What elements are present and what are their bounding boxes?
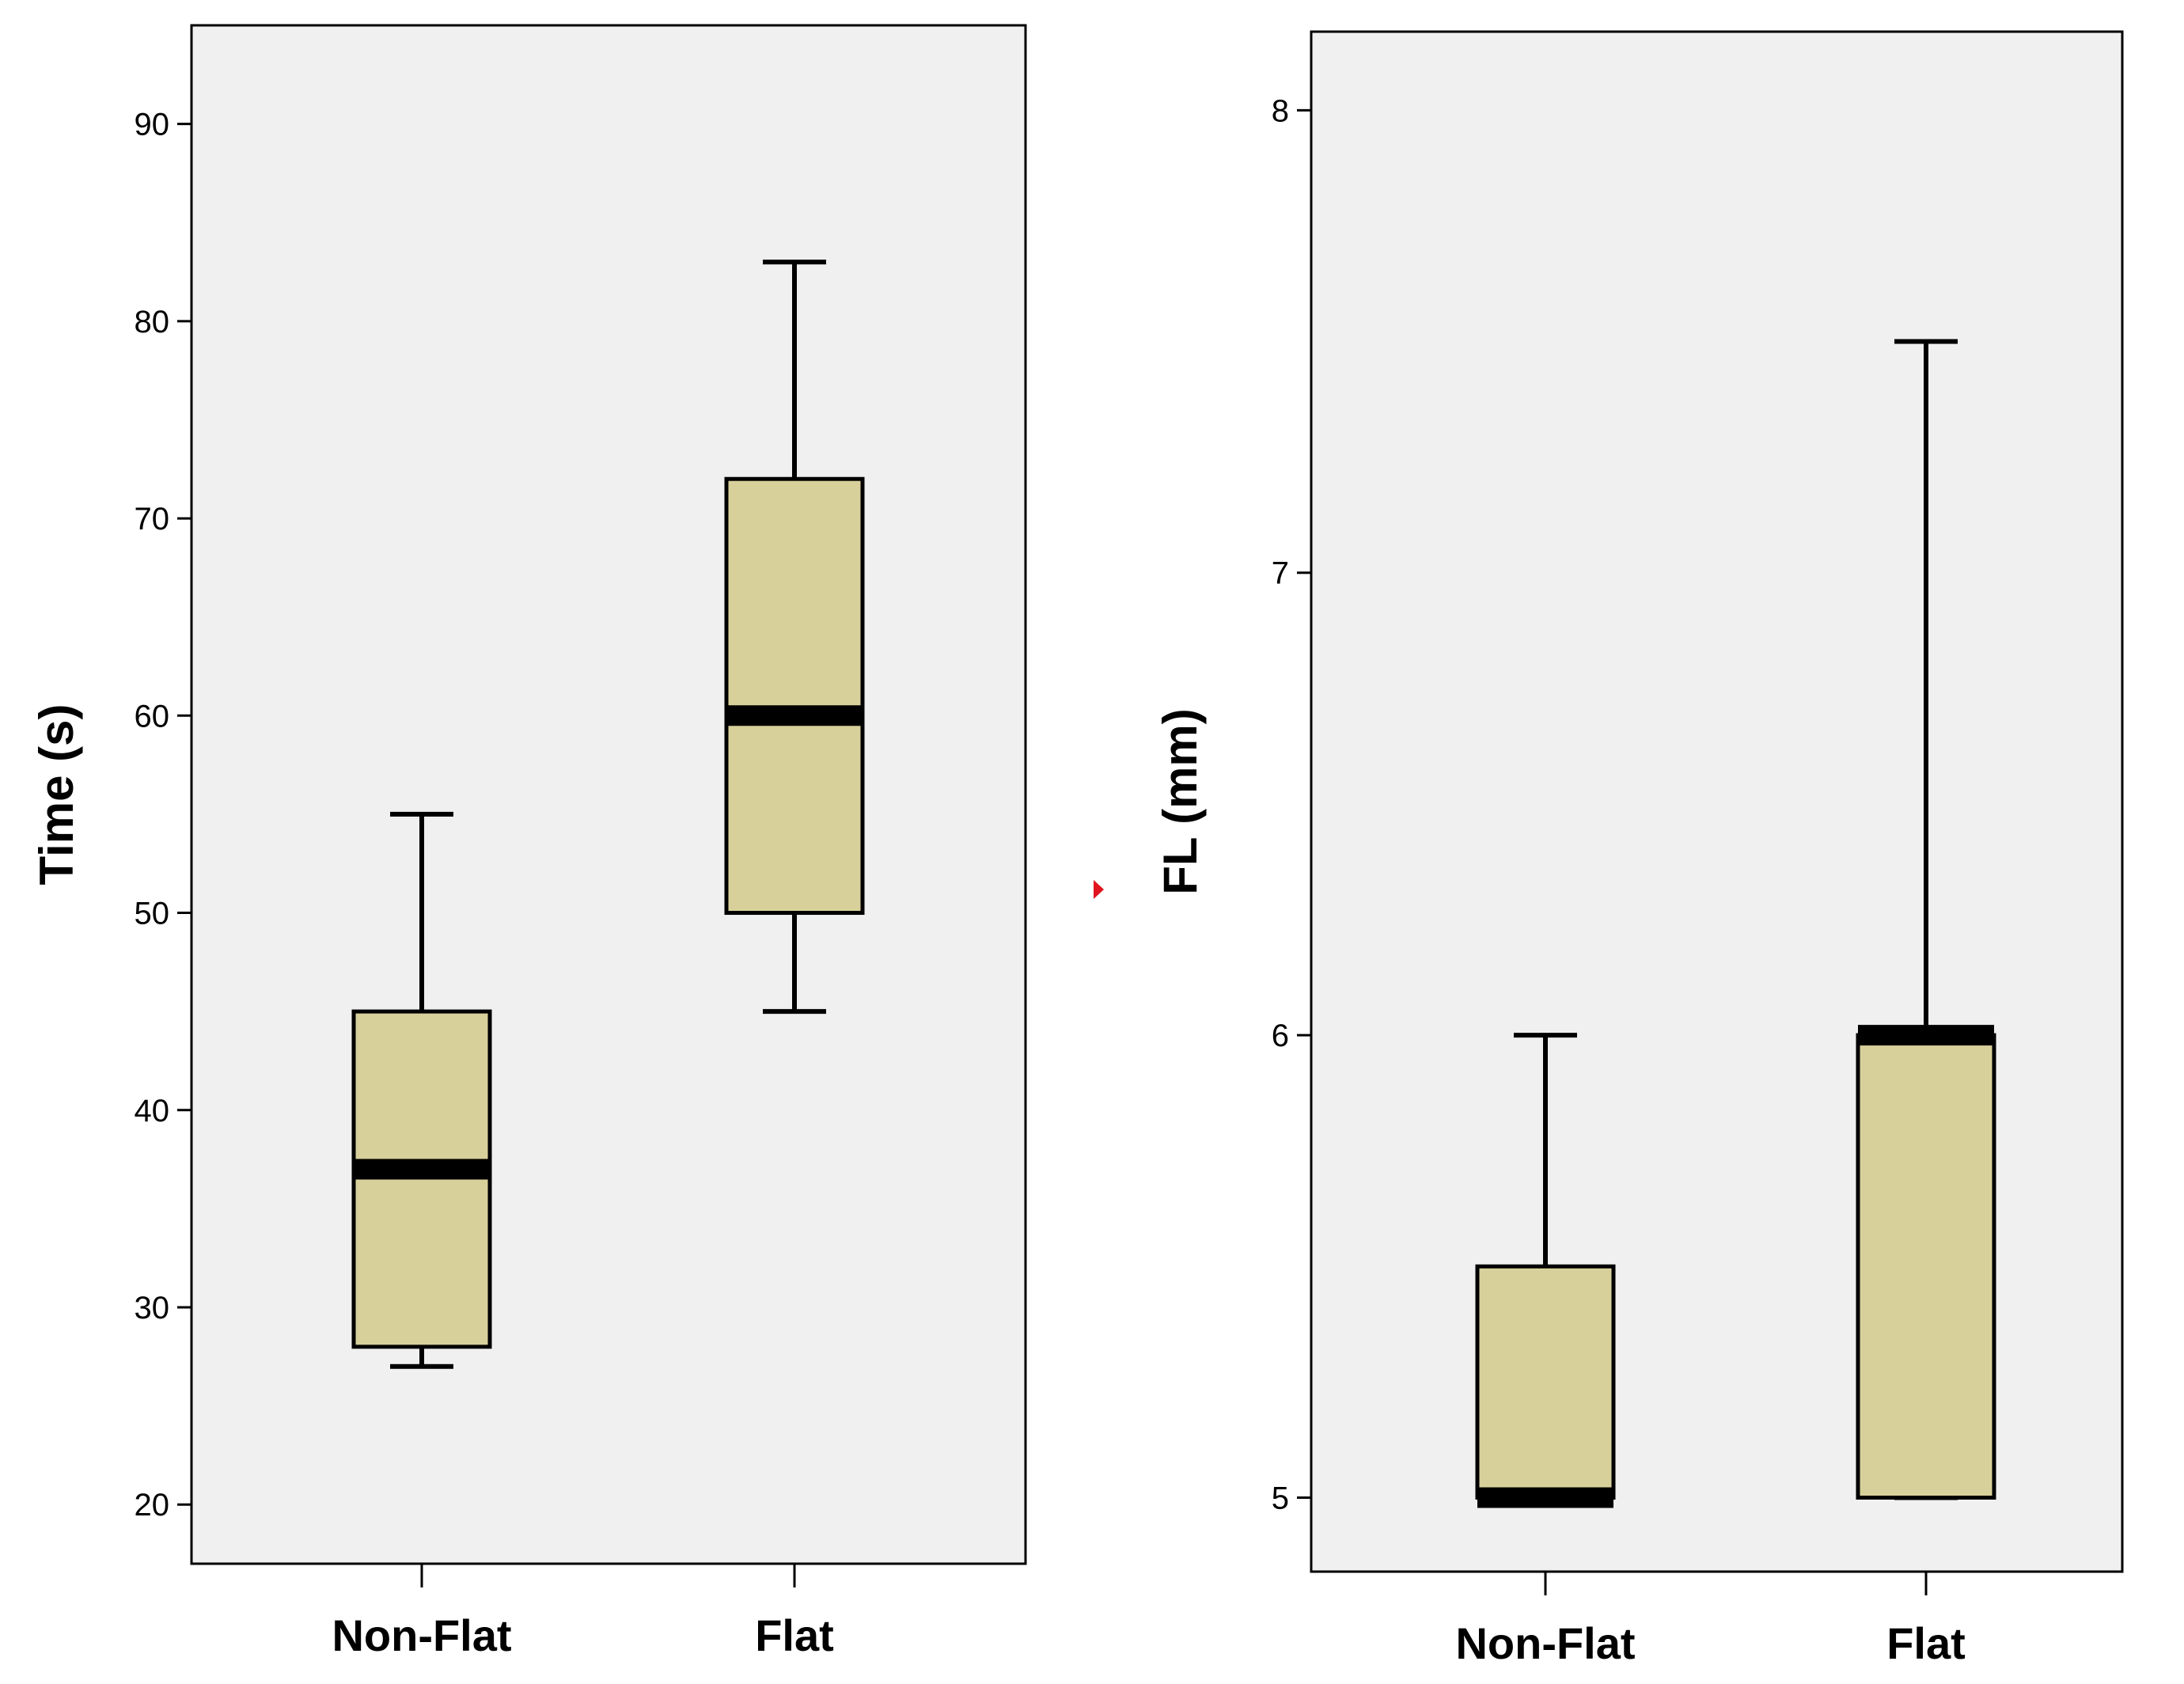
iqr-box [1856, 1033, 1996, 1500]
y-tick-label: 50 [135, 897, 170, 931]
fl-boxplot-panel: 5 6 7 8 FL (mm) Non-Flat Flat [1154, 30, 2124, 1668]
x-category-label: Flat [1886, 1618, 1966, 1668]
time-boxplot-panel: 20 30 40 50 60 70 80 90 Time (s) Non-Flat Flat [30, 24, 1027, 1660]
y-tick-label: 5 [1272, 1481, 1289, 1515]
red-arrow-marker [1094, 880, 1104, 899]
x-category-label: Non-Flat [332, 1610, 511, 1660]
y-tick-label: 20 [135, 1488, 170, 1523]
iqr-box [1475, 1264, 1616, 1500]
x-category-label: Flat [755, 1610, 834, 1660]
box-non-flat [1475, 1033, 1616, 1508]
x-category-label: Non-Flat [1455, 1618, 1635, 1668]
y-axis-title: Time (s) [30, 704, 83, 886]
y-axis-title: FL (mm) [1154, 708, 1207, 895]
plot-area [1310, 30, 2124, 1573]
box-non-flat [351, 811, 492, 1369]
box-flat [1856, 339, 1996, 1500]
y-tick-label: 30 [135, 1291, 170, 1326]
y-tick-label: 60 [135, 699, 170, 734]
box-flat [724, 260, 865, 1015]
plot-area [190, 24, 1027, 1565]
iqr-box [724, 476, 865, 916]
y-tick-label: 8 [1272, 93, 1289, 128]
y-tick-label: 70 [135, 502, 170, 537]
y-tick-label: 7 [1272, 556, 1289, 591]
y-tick-label: 90 [135, 108, 170, 142]
y-tick-label: 80 [135, 305, 170, 339]
y-tick-label: 40 [135, 1094, 170, 1128]
y-tick-label: 6 [1272, 1018, 1289, 1053]
